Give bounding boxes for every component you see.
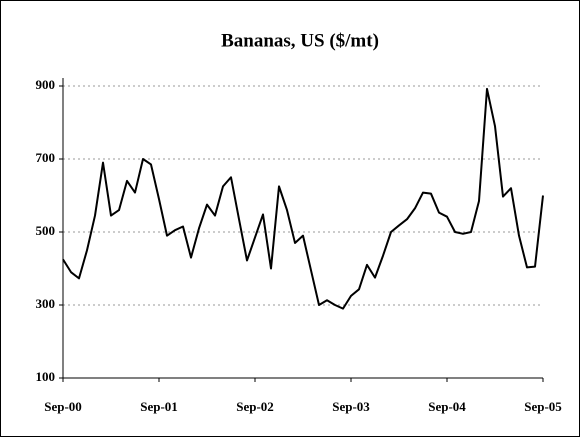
y-tick-label: 900 (36, 77, 56, 92)
chart-title: Bananas, US ($/mt) (221, 30, 379, 51)
y-tick-label: 300 (36, 296, 56, 311)
line (62, 87, 544, 310)
y-tick-label: 500 (36, 223, 56, 238)
x-tick-label: Sep-03 (332, 399, 370, 414)
y-tick-label: 100 (36, 369, 56, 384)
x-tick-label: Sep-04 (428, 399, 466, 414)
y-tick-label: 700 (36, 150, 56, 165)
x-tick-label: Sep-01 (140, 399, 178, 414)
x-tick-label: Sep-00 (44, 399, 82, 414)
x-tick-label: Sep-05 (524, 399, 562, 414)
x-tick-label: Sep-02 (236, 399, 274, 414)
